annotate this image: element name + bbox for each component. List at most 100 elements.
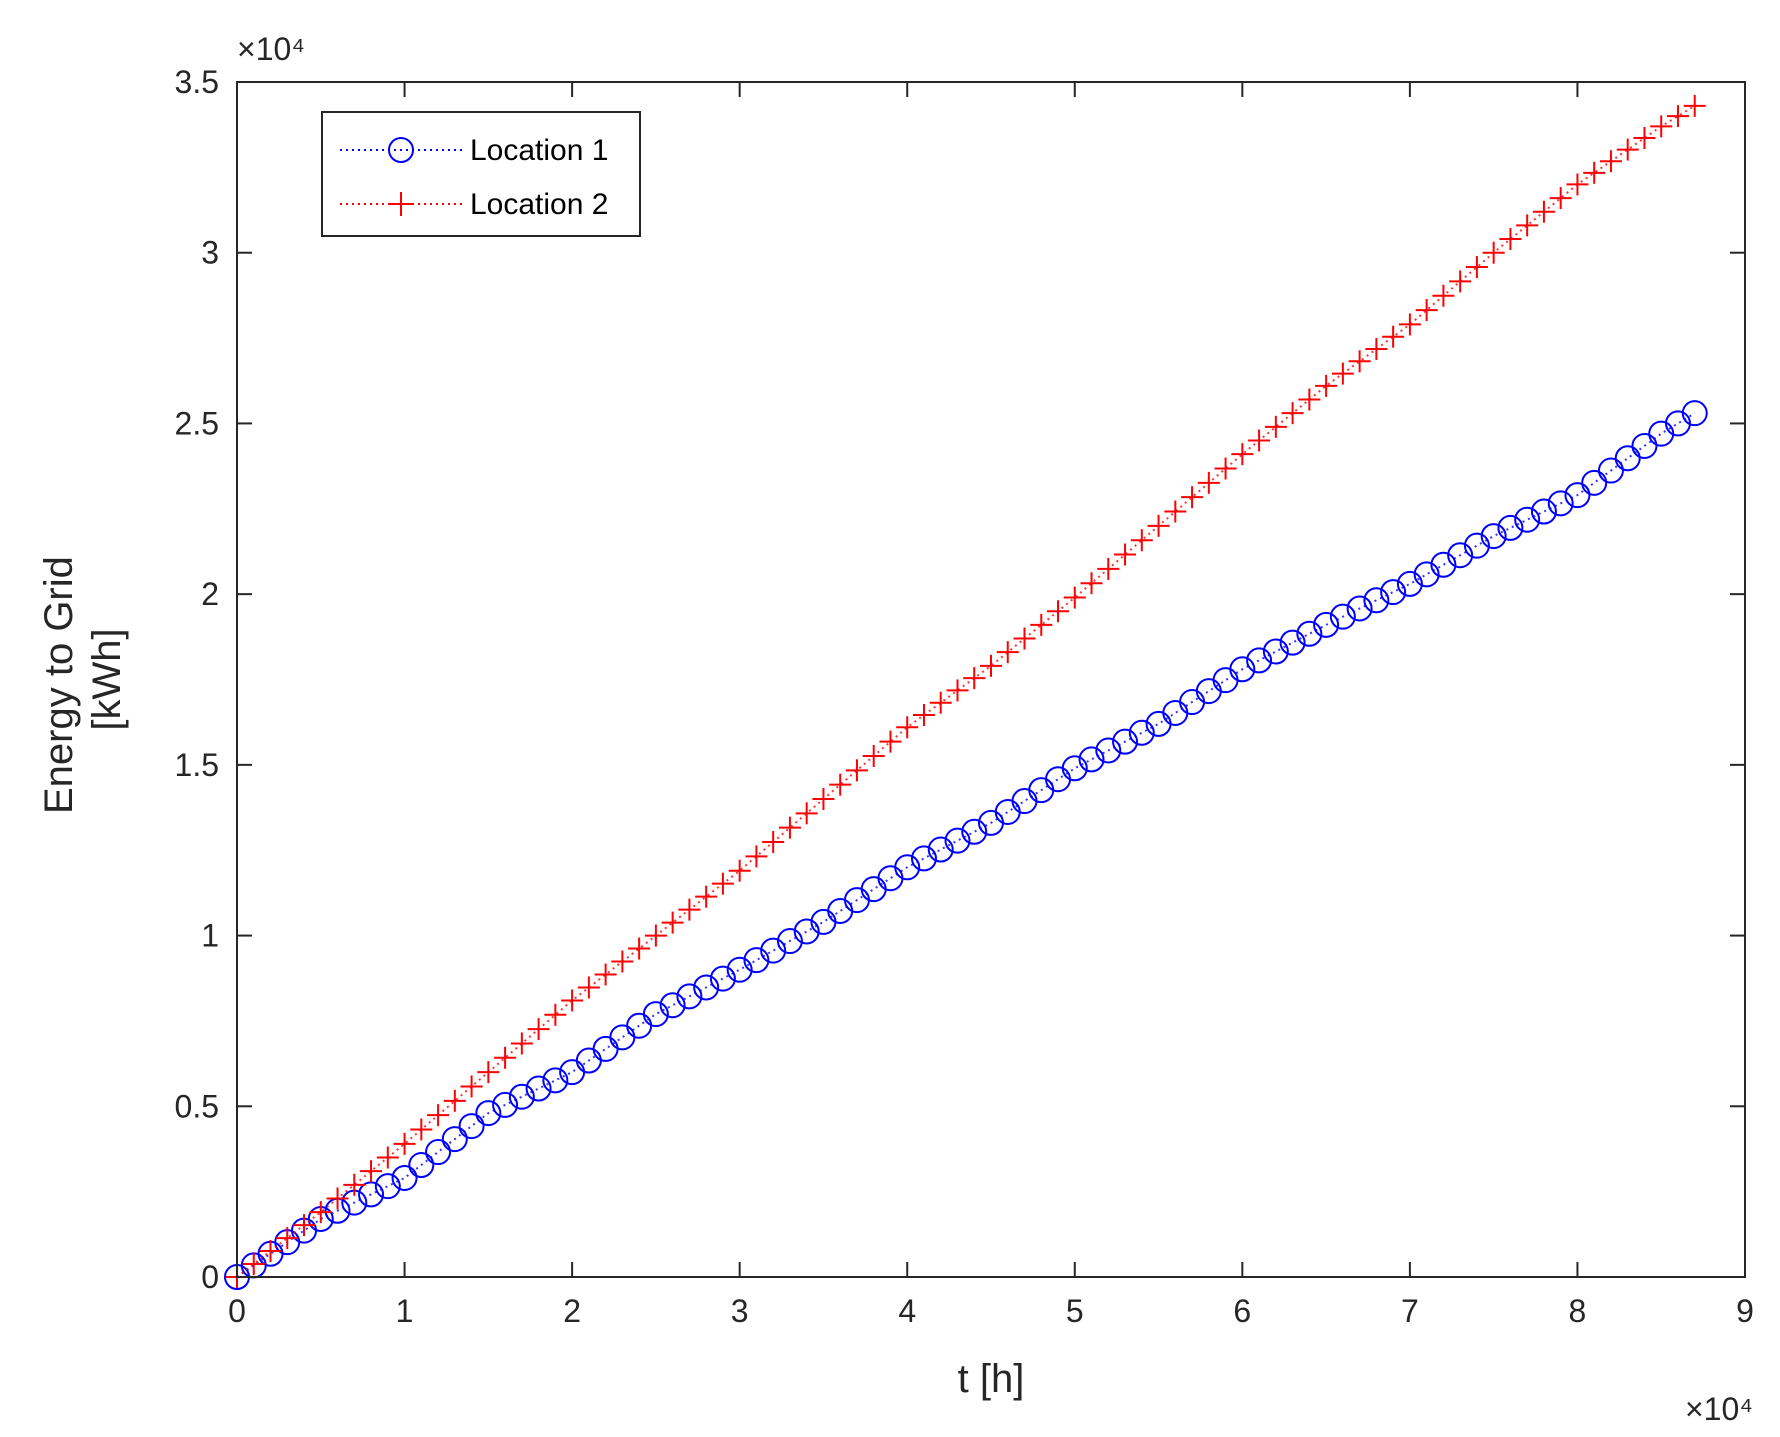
series-2-point <box>1147 514 1170 537</box>
series-1-point <box>693 974 720 1001</box>
y-tick-label: 1.5 <box>175 747 219 783</box>
series-1-point <box>1112 728 1139 755</box>
series-2-point <box>477 1061 500 1084</box>
legend-box <box>321 111 641 237</box>
series-1-point <box>358 1181 385 1208</box>
series-2-point <box>242 1253 265 1276</box>
series-1-point <box>793 918 820 945</box>
series-2-point <box>1097 557 1120 580</box>
series-2-point <box>963 667 986 690</box>
axes-box <box>236 81 1746 1278</box>
series-2-point <box>829 773 852 796</box>
series-2-point <box>326 1187 349 1210</box>
series-1-point <box>1078 746 1105 773</box>
series-1-point <box>894 854 921 881</box>
x-tick-label: 5 <box>1066 1293 1084 1329</box>
legend-label: Location 1 <box>470 134 608 167</box>
x-tick-label: 1 <box>396 1293 414 1329</box>
series-1-point <box>1614 445 1641 472</box>
series-1-point <box>1547 490 1574 517</box>
series-2-point <box>996 641 1019 664</box>
series-1-point <box>1246 647 1273 674</box>
series-2-point <box>1599 150 1622 173</box>
y-tick-label: 3.5 <box>175 64 219 100</box>
x-tick-label: 3 <box>731 1293 749 1329</box>
series-2-point <box>594 963 617 986</box>
series-2-point <box>695 885 718 908</box>
series-2-point <box>1348 350 1371 373</box>
series-1-point <box>475 1100 502 1127</box>
series-2-point <box>561 989 584 1012</box>
series-1-point <box>743 947 770 974</box>
series-2-point <box>862 744 885 767</box>
legend-item-1: Location 1 <box>340 134 608 167</box>
series-2-point <box>661 911 684 934</box>
y-axis-title-line-1: Energy to Grid <box>37 556 81 814</box>
series-2-point <box>778 816 801 839</box>
series-2-point <box>460 1075 483 1098</box>
legend-item-2: Location 2 <box>340 188 608 221</box>
series-2-point <box>1181 486 1204 509</box>
series-2-point <box>1013 627 1036 650</box>
legend: Location 1 Location 2 <box>321 111 641 237</box>
series-2-point <box>1465 256 1488 279</box>
series-2-point <box>879 730 902 753</box>
series-2-point <box>1063 586 1086 609</box>
legend-marker-plus-icon <box>389 192 413 216</box>
series-2-point <box>1214 457 1237 480</box>
series-2-point <box>1683 94 1706 117</box>
series-1-point <box>676 983 703 1010</box>
series-2-point <box>410 1118 433 1141</box>
series-2-point <box>1164 500 1187 523</box>
series-1-point <box>910 845 937 872</box>
legend-marker-circle-icon <box>388 137 414 163</box>
series-2-point <box>1566 173 1589 196</box>
series-2-point <box>1197 471 1220 494</box>
series-1-point <box>408 1152 435 1179</box>
series-2-point <box>577 976 600 999</box>
y-tick-label: 2 <box>201 576 219 612</box>
x-tick-label: 8 <box>1569 1293 1587 1329</box>
series-1-point <box>1329 603 1356 630</box>
series-2-point <box>1298 388 1321 411</box>
series-2-point <box>343 1173 366 1196</box>
series-1-point <box>1380 579 1407 606</box>
series-1-point <box>776 928 803 955</box>
series-1-point <box>1497 514 1524 541</box>
series-1-point <box>458 1113 485 1140</box>
series-2-point <box>1516 214 1539 237</box>
series-2-point <box>1231 443 1254 466</box>
series-1-point <box>1430 551 1457 578</box>
series-1-point <box>1396 570 1423 597</box>
series-2-point <box>259 1240 282 1263</box>
series-2-point <box>427 1104 450 1127</box>
series-2-point <box>309 1201 332 1224</box>
series-2-point <box>1398 313 1421 336</box>
series-2-point <box>678 898 701 921</box>
series-1-point <box>1514 506 1541 533</box>
series-2-point <box>644 924 667 947</box>
y-axis-title-line-2: [kWh] <box>85 628 129 730</box>
series-2-point <box>1248 429 1271 452</box>
plot-area <box>224 94 1708 1290</box>
y-tick-label: 0 <box>201 1259 219 1295</box>
x-axis-multiplier: ×10⁴ <box>1685 1391 1753 1427</box>
series-2-point <box>946 679 969 702</box>
series-1-point <box>642 1001 669 1028</box>
series-2-point <box>980 654 1002 677</box>
y-axis-title: Energy to Grid [kWh] <box>37 545 129 814</box>
series-2-point <box>1315 374 1338 397</box>
series-2-point <box>628 937 651 960</box>
series-2-point <box>527 1018 550 1041</box>
series-2-point <box>494 1046 517 1069</box>
series-1-point <box>1530 498 1557 525</box>
series-1-point <box>1581 469 1608 496</box>
series-2-point <box>443 1089 466 1112</box>
series-1-point <box>441 1126 468 1153</box>
y-tick-label: 1 <box>201 918 219 954</box>
x-axis-title: t [h] <box>958 1357 1025 1401</box>
series-2-point <box>1449 270 1472 293</box>
series-1-point <box>1564 482 1591 509</box>
series-2-point <box>393 1132 416 1155</box>
